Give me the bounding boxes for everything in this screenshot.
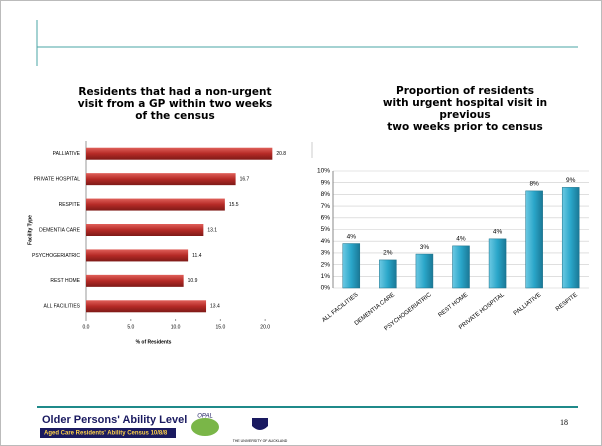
category-label: PALLIATIVE [53, 151, 81, 157]
chart-title: of the census [135, 110, 215, 122]
bar [86, 274, 184, 287]
logo-globe [191, 418, 219, 436]
chart-title: visit from a GP within two weeks [78, 98, 273, 110]
y-axis-label: Facility Type [27, 215, 33, 245]
y-tick-label: 1% [321, 273, 331, 280]
y-tick-label: 7% [321, 203, 331, 210]
chart-title: with urgent hospital visit in [383, 97, 547, 109]
chart-title: two weeks prior to census [387, 121, 542, 133]
category-label: PRIVATE HOSPITAL [34, 176, 81, 182]
x-axis-label: % of Residents [136, 339, 172, 345]
bar [452, 245, 470, 289]
y-tick-label: 0% [321, 285, 331, 292]
university-crest [252, 418, 268, 430]
y-tick-label: 6% [321, 215, 331, 222]
value-label: 16.7 [240, 176, 250, 182]
x-tick-label: 15.0 [216, 324, 226, 330]
y-tick-label: 10% [317, 168, 330, 175]
bar [86, 173, 236, 186]
page-number: 18 [560, 418, 568, 427]
bar [415, 253, 434, 289]
logo-text: OPAL [197, 414, 213, 420]
value-label: 4% [347, 233, 357, 240]
category-label: PSYCHOGERIATRIC [32, 253, 80, 259]
chart-title: Proportion of residents [396, 85, 534, 97]
footer-title: Older Persons' Ability Level [42, 414, 187, 426]
bar [86, 300, 207, 313]
value-label: 9% [566, 177, 576, 184]
x-tick-label: 10.0 [171, 324, 181, 330]
value-label: 3% [420, 244, 430, 251]
x-tick-label: 5.0 [127, 324, 134, 330]
chart-title: previous [439, 109, 490, 121]
value-label: 13.4 [210, 304, 220, 310]
value-label: 15.5 [229, 202, 239, 208]
bar [86, 249, 189, 262]
category-label: RESPITE [59, 202, 81, 208]
value-label: 8% [529, 181, 539, 188]
category-label: DEMENTIA CARE [39, 227, 81, 233]
value-label: 10.9 [188, 278, 198, 284]
x-tick-label: 0.0 [83, 324, 90, 330]
value-label: 4% [493, 229, 503, 236]
bar [488, 238, 507, 289]
bar [86, 198, 225, 211]
chart-title: Residents that had a non-urgent [78, 86, 271, 98]
value-label: 13.1 [207, 227, 217, 233]
y-tick-label: 8% [321, 191, 331, 198]
footer-subtitle: Aged Care Residents' Ability Census 10/8… [44, 431, 168, 437]
bar [561, 187, 580, 289]
category-label: REST HOME [50, 278, 80, 284]
y-tick-label: 9% [321, 179, 331, 186]
y-tick-label: 2% [321, 261, 331, 268]
x-tick-label: 20.0 [260, 324, 270, 330]
bar [86, 147, 273, 160]
value-label: 20.8 [276, 151, 286, 157]
footer-band [40, 428, 176, 438]
value-label: 11.4 [192, 253, 202, 259]
value-label: 4% [456, 236, 466, 243]
y-tick-label: 5% [321, 226, 331, 233]
bar [86, 224, 204, 236]
university-name: THE UNIVERSITY OF AUCKLAND [233, 439, 288, 443]
y-tick-label: 4% [321, 238, 331, 245]
bar [525, 190, 543, 289]
y-tick-label: 3% [321, 250, 331, 257]
bar [379, 259, 397, 289]
value-label: 2% [383, 250, 393, 257]
bar [342, 243, 361, 289]
category-label: ALL FACILITIES [44, 304, 81, 310]
